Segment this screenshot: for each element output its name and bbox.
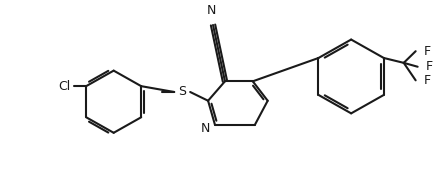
- Text: F: F: [424, 45, 431, 58]
- Text: S: S: [178, 85, 186, 98]
- Text: N: N: [206, 4, 216, 17]
- Text: Cl: Cl: [58, 80, 71, 93]
- Text: N: N: [201, 122, 210, 135]
- Text: F: F: [424, 74, 431, 87]
- Text: F: F: [426, 60, 433, 73]
